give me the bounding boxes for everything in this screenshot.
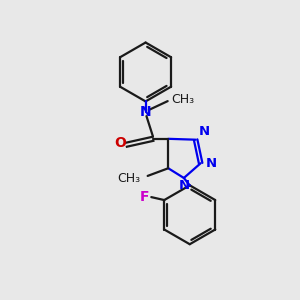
Text: N: N <box>140 105 152 119</box>
Text: CH₃: CH₃ <box>171 93 194 106</box>
Text: N: N <box>179 179 190 192</box>
Text: O: O <box>114 136 126 150</box>
Text: N: N <box>199 125 210 138</box>
Text: CH₃: CH₃ <box>117 172 140 185</box>
Text: N: N <box>206 157 217 170</box>
Text: F: F <box>140 190 149 204</box>
